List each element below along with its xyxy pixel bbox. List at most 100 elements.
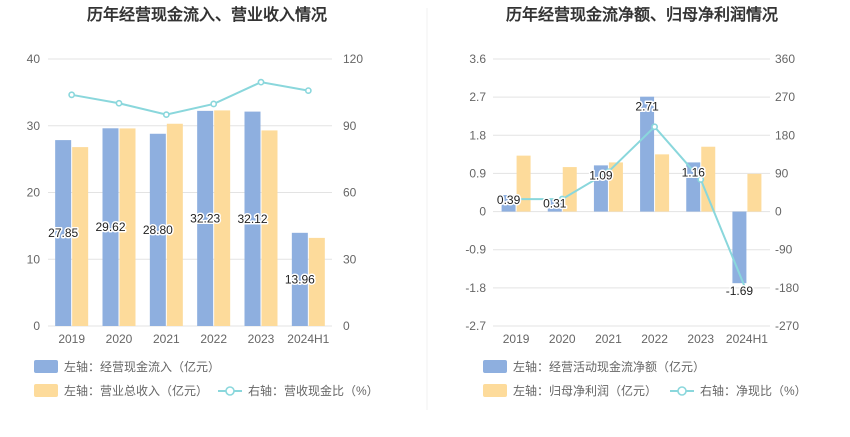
legend-label: 左轴：经营现金流入（亿元） xyxy=(64,359,220,374)
ratio-point xyxy=(512,195,520,203)
legend-swatch xyxy=(34,360,58,373)
data-label: 32.12 xyxy=(237,212,267,226)
ratio-point xyxy=(162,111,170,119)
ratio-point xyxy=(743,288,751,296)
data-label: -1.69 xyxy=(726,284,754,298)
bar-secondary xyxy=(516,155,531,212)
category-tick-label: 2020 xyxy=(106,332,133,346)
left-axis-tick-label: -2.7 xyxy=(465,319,486,333)
right-axis-tick-label: 120 xyxy=(343,52,363,66)
right-axis-tick-label: 90 xyxy=(343,119,357,133)
legend-swatch-marker xyxy=(225,386,235,396)
data-label: 0.39 xyxy=(497,193,521,207)
bar-secondary xyxy=(119,128,136,326)
bar-secondary xyxy=(166,123,183,326)
ratio-point xyxy=(257,78,265,86)
legend-swatch-marker xyxy=(677,386,687,396)
right-axis-tick-label: 360 xyxy=(775,52,795,66)
left-axis-tick-label: 0 xyxy=(33,319,40,333)
bar-secondary xyxy=(72,147,89,326)
bar-primary xyxy=(197,110,214,327)
left-axis-tick-label: 20 xyxy=(27,186,41,200)
bar-primary xyxy=(55,140,72,326)
bar-primary xyxy=(244,111,261,326)
ratio-line xyxy=(71,81,309,116)
right-axis-tick-label: 60 xyxy=(343,186,357,200)
bar-secondary xyxy=(701,146,716,212)
data-label: 0.31 xyxy=(543,196,567,210)
data-label: 1.16 xyxy=(682,165,706,179)
ratio-point xyxy=(558,195,566,203)
ratio-point xyxy=(115,99,123,107)
category-tick-label: 2024H1 xyxy=(726,332,768,346)
chart-title: 历年经营现金流净额、归母净利润情况 xyxy=(506,5,778,24)
bar-primary xyxy=(640,96,655,212)
ratio-point xyxy=(210,100,218,108)
bar-primary xyxy=(501,195,516,212)
bar-secondary xyxy=(214,110,231,327)
bar-secondary xyxy=(608,162,623,212)
left-axis-tick-label: 1.8 xyxy=(469,128,486,142)
category-tick-label: 2020 xyxy=(549,332,576,346)
ratio-point xyxy=(304,87,312,94)
category-tick-label: 2022 xyxy=(641,332,668,346)
left-axis-tick-label: 3.6 xyxy=(469,52,486,66)
ratio-point xyxy=(605,168,612,176)
data-label: 1.09 xyxy=(589,168,613,182)
left-axis-tick-label: 40 xyxy=(27,52,41,66)
cash-inflow-revenue-chart: 历年经营现金流入、营业收入情况 0 10 20 30 40 0 30 60 90 120 2019 20… xyxy=(27,5,379,398)
category-tick-label: 2022 xyxy=(200,332,227,346)
left-axis-tick-label: 0 xyxy=(479,205,486,219)
data-label: 2.71 xyxy=(635,100,659,114)
data-label: 13.96 xyxy=(285,272,315,286)
category-tick-label: 2019 xyxy=(503,332,530,346)
right-axis-tick-label: -90 xyxy=(775,243,793,257)
ratio-point xyxy=(697,176,705,183)
bar-secondary xyxy=(655,154,670,212)
chart-title: 历年经营现金流入、营业收入情况 xyxy=(87,5,327,24)
category-tick-label: 2023 xyxy=(248,332,275,346)
category-tick-label: 2024H1 xyxy=(287,332,329,346)
bar-primary xyxy=(291,232,308,326)
left-axis-tick-label: 30 xyxy=(27,119,41,133)
legend-label: 左轴：归母净利润（亿元） xyxy=(513,383,657,398)
category-tick-label: 2023 xyxy=(687,332,714,346)
legend-swatch xyxy=(483,384,507,397)
legend-label: 右轴：营收现金比（%） xyxy=(248,383,379,398)
right-axis-tick-label: -270 xyxy=(775,319,799,333)
left-axis-tick-label: 0.9 xyxy=(469,166,486,180)
bar-secondary xyxy=(261,130,278,326)
bar-secondary xyxy=(562,167,577,212)
category-tick-label: 2021 xyxy=(595,332,622,346)
left-axis-tick-label: -0.9 xyxy=(465,243,486,257)
bar-primary xyxy=(149,133,166,326)
right-axis-tick-label: 180 xyxy=(775,128,795,142)
right-axis-tick-label: 30 xyxy=(343,252,357,266)
right-axis-tick-label: 0 xyxy=(775,205,782,219)
bar-primary xyxy=(102,128,119,326)
left-axis-tick-label: -1.8 xyxy=(465,281,486,295)
category-tick-label: 2019 xyxy=(58,332,85,346)
ratio-point xyxy=(68,91,76,99)
legend-swatch xyxy=(34,384,58,397)
ratio-point xyxy=(651,123,658,131)
left-axis-tick-label: 10 xyxy=(27,252,41,266)
right-axis-tick-label: -180 xyxy=(775,281,799,295)
net-cashflow-profit-chart: 历年经营现金流净额、归母净利润情况 -2.7 -1.8 -0.9 0 0.9 1.8 2.7 3… xyxy=(465,5,806,398)
data-label: 28.80 xyxy=(143,223,173,237)
bar-secondary xyxy=(308,237,325,326)
legend-label: 左轴：营业总收入（亿元） xyxy=(64,383,208,398)
legend-swatch xyxy=(483,360,507,373)
legend-label: 左轴：经营活动现金流净额（亿元） xyxy=(513,359,705,374)
right-axis-tick-label: 90 xyxy=(775,166,789,180)
bar-primary xyxy=(593,165,608,212)
data-label: 27.85 xyxy=(48,226,78,240)
bar-secondary xyxy=(747,173,762,212)
category-tick-label: 2021 xyxy=(153,332,180,346)
bar-primary xyxy=(547,198,562,212)
right-axis-tick-label: 270 xyxy=(775,90,795,104)
data-label: 29.62 xyxy=(95,220,125,234)
data-label: 32.23 xyxy=(190,211,220,225)
